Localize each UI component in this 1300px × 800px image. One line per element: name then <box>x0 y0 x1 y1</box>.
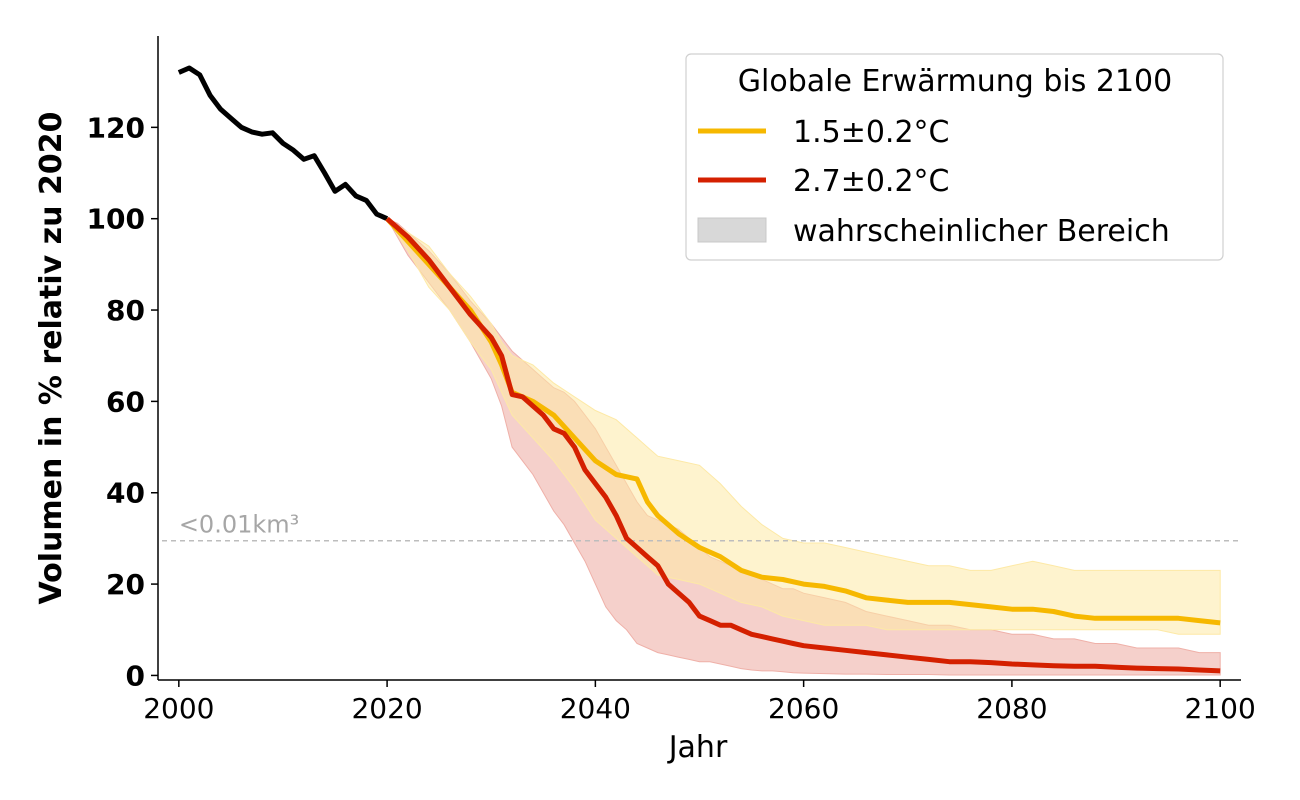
observed-line <box>177 65 389 221</box>
x-tick-label: 2100 <box>1185 692 1256 725</box>
y-axis-label: Volumen in % relativ zu 2020 <box>34 112 69 605</box>
x-tick-label: 2020 <box>351 692 422 725</box>
legend-label-range: wahrscheinlicher Bereich <box>793 214 1170 249</box>
legend-swatch-range <box>697 217 767 243</box>
y-tick-label: 40 <box>106 477 145 510</box>
x-tick-label: 2080 <box>976 692 1047 725</box>
y-tick-label: 0 <box>126 659 145 692</box>
y-tick-label: 20 <box>106 568 145 601</box>
threshold-label: <0.01km³ <box>179 511 299 539</box>
legend: Globale Erwärmung bis 2100 1.5±0.2°C 2.7… <box>685 53 1224 261</box>
x-ticks: 2000 2020 2040 2060 2080 2100 <box>143 680 1256 725</box>
x-tick-label: 2040 <box>560 692 631 725</box>
y-tick-label: 60 <box>106 385 145 418</box>
x-tick-label: 2000 <box>143 692 214 725</box>
y-tick-label: 80 <box>106 294 145 327</box>
series-line-2.7 <box>385 216 1221 674</box>
x-tick-label: 2060 <box>768 692 839 725</box>
legend-label-2.7: 2.7±0.2°C <box>793 164 950 199</box>
y-tick-label: 100 <box>87 203 145 236</box>
y-ticks: 0 20 40 60 80 100 120 <box>87 111 158 692</box>
legend-title: Globale Erwärmung bis 2100 <box>738 64 1172 99</box>
x-axis-label: Jahr <box>667 730 728 765</box>
legend-label-1.5: 1.5±0.2°C <box>793 115 950 150</box>
y-tick-label: 120 <box>87 111 145 144</box>
legend-box <box>685 53 1224 261</box>
